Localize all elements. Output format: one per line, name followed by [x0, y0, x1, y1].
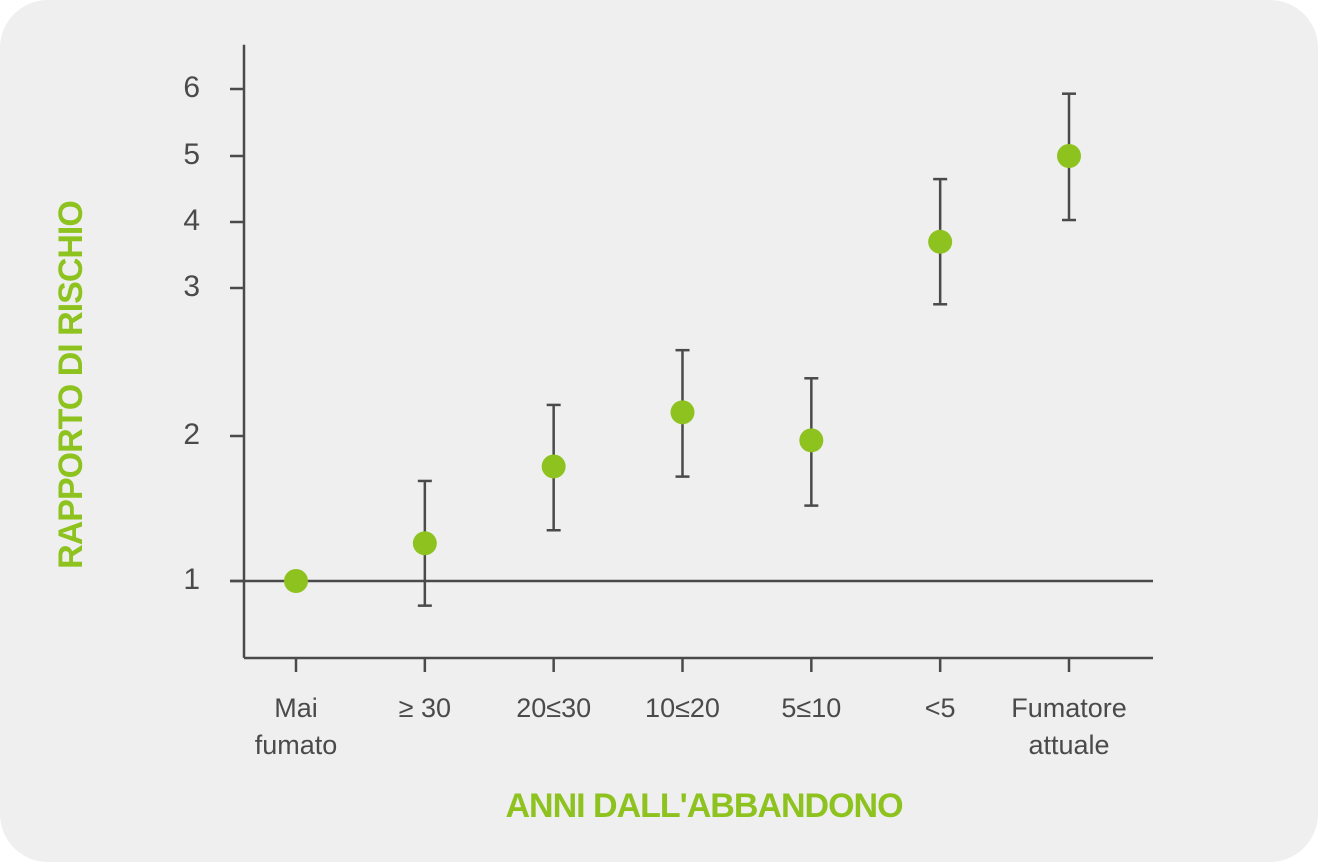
y-tick-label: 3 [183, 270, 200, 303]
x-axis-title: ANNI DALL'ABBANDONO [505, 787, 903, 825]
x-tick-label: 10≤20 [645, 693, 720, 723]
y-axis-title: RAPPORTO DI RISCHIO [52, 201, 90, 569]
x-tick-label: 5≤10 [781, 693, 841, 723]
point [1057, 144, 1081, 168]
x-tick-label-line: fumato [255, 730, 338, 760]
point [670, 400, 695, 425]
x-tick-label-line: Fumatore [1011, 693, 1127, 723]
x-tick-label: ≥ 30 [399, 693, 451, 723]
point [541, 454, 566, 479]
x-tick-label-line: 20≤30 [516, 693, 591, 723]
x-tick-label: Mai fumato [255, 693, 338, 760]
x-tick-label-line: attuale [1028, 730, 1109, 760]
y-tick-label: 4 [183, 204, 200, 237]
x-tick-label-line: 10≤20 [645, 693, 720, 723]
x-tick-label: 20≤30 [516, 693, 591, 723]
y-tick-label: 5 [183, 138, 200, 171]
x-tick-label-line: ≥ 30 [399, 693, 451, 723]
x-tick-label: <5 [925, 693, 956, 723]
point [284, 569, 308, 593]
point [412, 531, 437, 556]
x-tick-label-line: 5≤10 [781, 693, 841, 723]
point [928, 229, 953, 254]
x-tick-label: Fumatore attuale [1011, 693, 1127, 760]
y-tick-label: 6 [183, 71, 200, 104]
x-tick-label-line: Mai [274, 693, 318, 723]
point [799, 428, 824, 453]
y-tick-label: 2 [183, 418, 200, 451]
y-tick-label: 1 [183, 563, 200, 596]
x-tick-label-line: <5 [925, 693, 956, 723]
